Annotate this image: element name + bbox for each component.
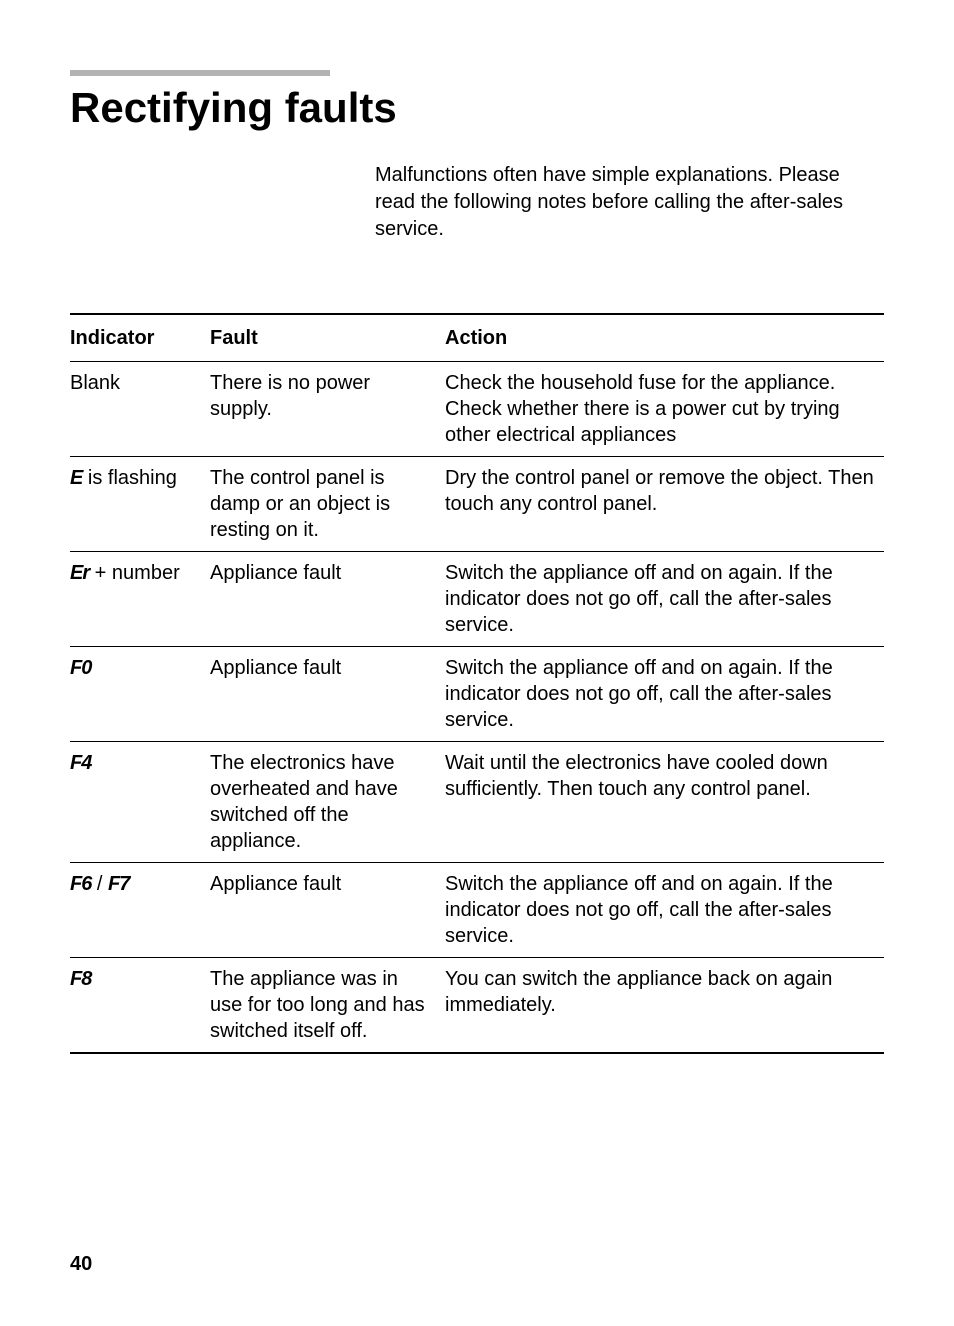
cell-action: Switch the appliance off and on again. I… <box>445 863 884 958</box>
table-row: Er + number Appliance fault Switch the a… <box>70 552 884 647</box>
cell-indicator: Blank <box>70 362 210 457</box>
indicator-code: E <box>70 467 82 489</box>
cell-indicator: F6 / F7 <box>70 863 210 958</box>
page-number: 40 <box>70 1253 92 1276</box>
cell-action: Wait until the electronics have cooled d… <box>445 742 884 863</box>
indicator-code: F6 <box>70 873 91 895</box>
cell-indicator: F0 <box>70 647 210 742</box>
indicator-text: is flashing <box>82 467 177 489</box>
table-row: F0 Appliance fault Switch the appliance … <box>70 647 884 742</box>
table-header-row: Indicator Fault Action <box>70 314 884 362</box>
indicator-code: F7 <box>108 873 129 895</box>
indicator-code: Er <box>70 562 89 584</box>
table-row: F6 / F7 Appliance fault Switch the appli… <box>70 863 884 958</box>
indicator-code: F4 <box>70 752 91 774</box>
indicator-separator: / <box>91 873 108 895</box>
table-row: Blank There is no power supply. Check th… <box>70 362 884 457</box>
page-title: Rectifying faults <box>70 84 884 132</box>
cell-action: You can switch the appliance back on aga… <box>445 958 884 1054</box>
table-row: F4 The electronics have overheated and h… <box>70 742 884 863</box>
cell-fault: Appliance fault <box>210 863 445 958</box>
cell-fault: Appliance fault <box>210 552 445 647</box>
cell-fault: Appliance fault <box>210 647 445 742</box>
cell-action: Switch the appliance off and on again. I… <box>445 552 884 647</box>
cell-action: Check the household fuse for the applian… <box>445 362 884 457</box>
indicator-code: F8 <box>70 968 91 990</box>
header-fault: Fault <box>210 314 445 362</box>
indicator-text: Blank <box>70 372 120 394</box>
table-row: F8 The appliance was in use for too long… <box>70 958 884 1054</box>
heading-rule <box>70 70 330 76</box>
cell-indicator: Er + number <box>70 552 210 647</box>
cell-fault: There is no power supply. <box>210 362 445 457</box>
cell-action: Dry the control panel or remove the obje… <box>445 457 884 552</box>
cell-action: Switch the appliance off and on again. I… <box>445 647 884 742</box>
intro-paragraph: Malfunctions often have simple explanati… <box>375 162 884 243</box>
header-indicator: Indicator <box>70 314 210 362</box>
header-action: Action <box>445 314 884 362</box>
cell-indicator: E is flashing <box>70 457 210 552</box>
fault-table: Indicator Fault Action Blank There is no… <box>70 313 884 1054</box>
table-row: E is flashing The control panel is damp … <box>70 457 884 552</box>
cell-indicator: F8 <box>70 958 210 1054</box>
cell-indicator: F4 <box>70 742 210 863</box>
cell-fault: The electronics have overheated and have… <box>210 742 445 863</box>
cell-fault: The control panel is damp or an object i… <box>210 457 445 552</box>
cell-fault: The appliance was in use for too long an… <box>210 958 445 1054</box>
indicator-text: + number <box>89 562 180 584</box>
indicator-code: F0 <box>70 657 91 679</box>
